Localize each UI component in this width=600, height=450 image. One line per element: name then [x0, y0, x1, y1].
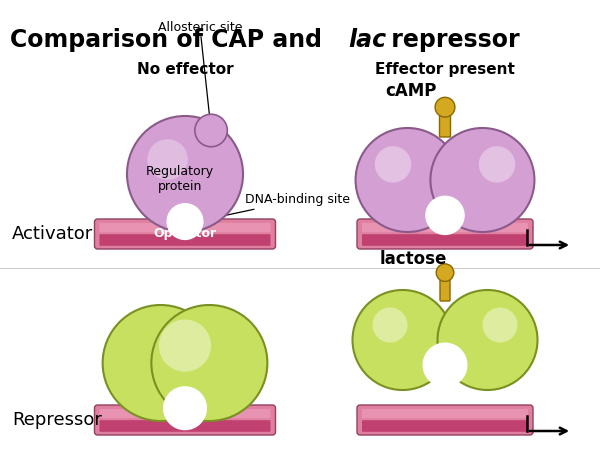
FancyBboxPatch shape [357, 405, 533, 435]
Circle shape [166, 203, 203, 240]
Text: Allosteric site: Allosteric site [158, 21, 242, 128]
Circle shape [375, 146, 411, 183]
Text: No effector: No effector [137, 62, 233, 77]
FancyBboxPatch shape [100, 223, 271, 232]
Circle shape [103, 305, 218, 421]
Circle shape [373, 307, 407, 342]
Text: Activator: Activator [12, 225, 93, 243]
Text: lactose: lactose [380, 250, 448, 268]
Circle shape [436, 264, 454, 281]
Circle shape [151, 305, 268, 421]
Circle shape [195, 114, 227, 147]
Text: cAMP: cAMP [385, 82, 436, 100]
FancyBboxPatch shape [362, 420, 528, 432]
Circle shape [430, 128, 535, 232]
Circle shape [127, 116, 243, 232]
Circle shape [437, 290, 538, 390]
Text: DNA-binding site: DNA-binding site [188, 194, 350, 223]
Circle shape [356, 128, 460, 232]
Circle shape [422, 342, 467, 387]
Circle shape [435, 97, 455, 117]
Circle shape [479, 146, 515, 183]
FancyBboxPatch shape [362, 234, 528, 246]
Circle shape [482, 307, 517, 342]
Text: Operator: Operator [154, 228, 217, 240]
FancyBboxPatch shape [100, 420, 271, 432]
FancyBboxPatch shape [100, 234, 271, 246]
Circle shape [148, 139, 188, 180]
Text: repressor: repressor [383, 28, 520, 52]
FancyBboxPatch shape [439, 113, 451, 137]
FancyBboxPatch shape [100, 409, 271, 418]
FancyBboxPatch shape [95, 219, 275, 249]
Text: Comparison of CAP and: Comparison of CAP and [10, 28, 330, 52]
Text: Repressor: Repressor [12, 411, 102, 429]
FancyBboxPatch shape [440, 278, 450, 301]
Text: Regulatory
protein: Regulatory protein [146, 165, 214, 193]
Text: Effector present: Effector present [375, 62, 515, 77]
Text: lac: lac [348, 28, 386, 52]
FancyBboxPatch shape [357, 219, 533, 249]
Circle shape [159, 320, 211, 372]
Circle shape [353, 290, 452, 390]
FancyBboxPatch shape [362, 409, 528, 418]
FancyBboxPatch shape [95, 405, 275, 435]
Circle shape [425, 196, 465, 235]
Circle shape [163, 386, 207, 430]
FancyBboxPatch shape [362, 223, 528, 232]
